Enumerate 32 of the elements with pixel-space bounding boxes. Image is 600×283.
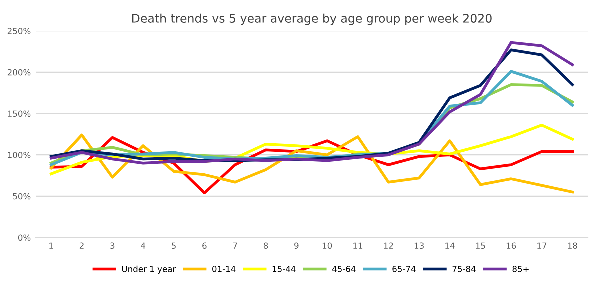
x-tick-label: 4 [141, 242, 146, 249]
x-tick-label: 10 [322, 242, 332, 250]
y-tick-label: 0% [18, 234, 31, 242]
y-tick-label: 200% [8, 69, 31, 76]
chart-title: Death trends vs 5 year average by age group per week 2020 [132, 14, 492, 26]
y-tick-label: 100% [8, 152, 31, 158]
x-tick-label: 18 [568, 242, 578, 250]
x-tick-label: 2 [80, 242, 84, 249]
legend-label: 15-44 [272, 266, 296, 272]
x-tick-label: 5 [172, 242, 176, 250]
x-tick-label: 13 [414, 242, 424, 250]
y-tick-label: 150% [8, 110, 31, 118]
y-tick-label: 250% [8, 28, 31, 34]
legend-label: 85+ [512, 266, 529, 272]
legend-label: 01-14 [212, 266, 236, 272]
x-tick-label: 15 [476, 242, 486, 250]
x-tick-label: 16 [506, 242, 516, 250]
x-tick-label: 3 [110, 242, 115, 250]
x-tick-label: 12 [384, 242, 394, 249]
x-tick-label: 11 [354, 242, 363, 249]
x-tick-label: 6 [202, 242, 207, 250]
legend-label: 45-64 [332, 266, 356, 272]
y-tick-label: 50% [13, 193, 31, 200]
legend-label: 65-74 [392, 266, 416, 272]
legend-label: Under 1 year [122, 266, 176, 274]
x-tick-label: 14 [446, 242, 455, 249]
x-tick-label: 7 [233, 242, 238, 249]
x-tick-label: 9 [294, 242, 299, 250]
legend-label: 75-84 [452, 266, 476, 272]
x-tick-label: 17 [538, 242, 547, 249]
x-tick-label: 1 [50, 242, 54, 249]
x-tick-label: 8 [264, 242, 268, 250]
